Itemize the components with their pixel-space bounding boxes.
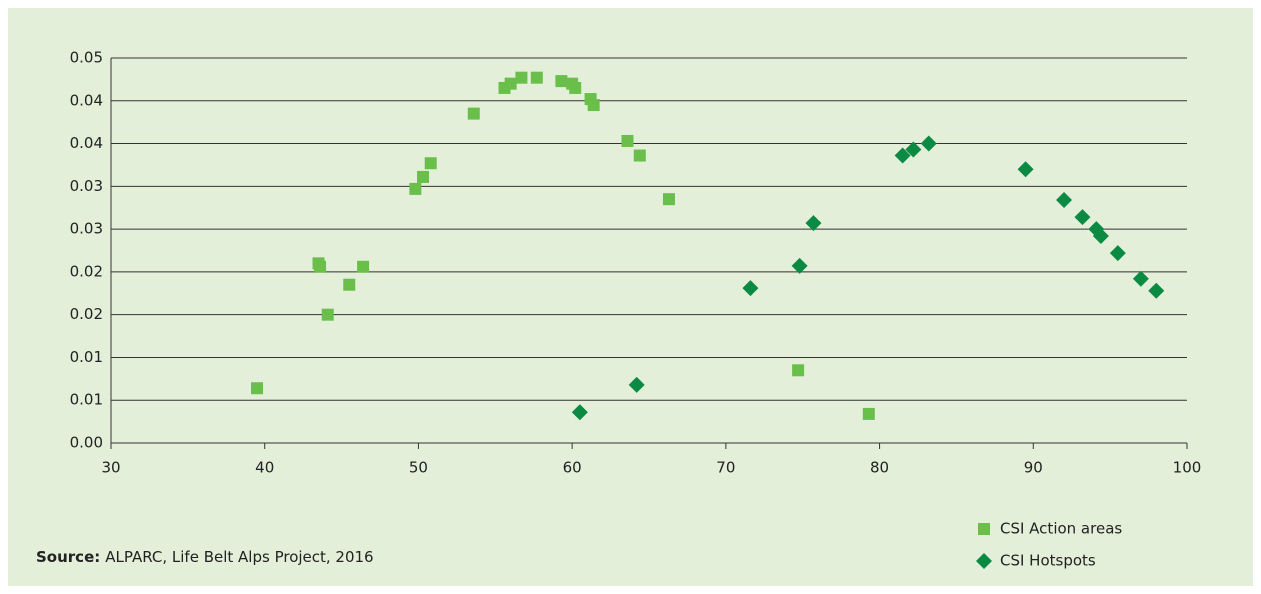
- legend-label: CSI Hotspots: [1000, 552, 1096, 570]
- point: [805, 215, 822, 232]
- point: [569, 81, 582, 94]
- y-tick-label: 0.00: [70, 434, 103, 452]
- point: [628, 376, 645, 393]
- legend-label: CSI Action areas: [1000, 520, 1122, 538]
- point: [894, 147, 911, 164]
- legend-marker: [976, 553, 992, 569]
- point: [467, 107, 480, 120]
- point: [515, 71, 528, 84]
- x-tick-label: 50: [409, 459, 428, 477]
- point: [555, 75, 568, 88]
- point: [571, 404, 588, 421]
- x-tick-label: 40: [255, 459, 274, 477]
- y-tick-label: 0.02: [70, 262, 103, 280]
- point: [251, 382, 264, 395]
- point: [424, 157, 437, 170]
- point: [792, 364, 805, 377]
- chart-background: [8, 8, 1253, 586]
- source: Source: ALPARC, Life Belt Alps Project, 2…: [36, 548, 374, 566]
- y-tick-label: 0.01: [70, 348, 103, 366]
- point: [357, 260, 370, 273]
- point: [321, 308, 334, 321]
- point: [742, 280, 759, 297]
- point: [1109, 245, 1126, 262]
- point: [343, 278, 356, 291]
- point: [504, 77, 517, 90]
- y-tick-label: 0.02: [70, 305, 103, 323]
- point: [1132, 270, 1149, 287]
- point: [417, 170, 430, 183]
- y-tick-label: 0.01: [70, 391, 103, 409]
- point: [862, 407, 875, 420]
- point: [314, 260, 327, 273]
- x-tick-label: 80: [870, 459, 889, 477]
- point: [633, 149, 646, 162]
- point: [1074, 209, 1091, 226]
- x-tick-label: 70: [716, 459, 735, 477]
- y-tick-label: 0.03: [70, 220, 103, 238]
- legend-marker: [978, 523, 990, 535]
- point: [1017, 161, 1034, 178]
- point: [662, 193, 675, 206]
- y-tick-label: 0.03: [70, 177, 103, 195]
- point: [791, 257, 808, 274]
- point: [1092, 227, 1109, 244]
- y-tick-label: 0.04: [70, 134, 103, 152]
- y-tick-label: 0.04: [70, 91, 103, 109]
- point: [920, 135, 937, 152]
- point: [621, 134, 634, 147]
- point: [1056, 192, 1073, 209]
- point: [409, 182, 422, 195]
- x-tick-label: 60: [563, 459, 582, 477]
- x-tick-label: 30: [101, 459, 120, 477]
- source-text: ALPARC, Life Belt Alps Project, 2016: [105, 548, 373, 566]
- point: [587, 99, 600, 112]
- x-tick-label: 100: [1173, 459, 1202, 477]
- x-tick-label: 90: [1024, 459, 1043, 477]
- source-label: Source:: [36, 548, 100, 566]
- point: [530, 71, 543, 84]
- point: [1148, 282, 1165, 299]
- y-tick-label: 0.05: [70, 49, 103, 67]
- point: [905, 141, 922, 158]
